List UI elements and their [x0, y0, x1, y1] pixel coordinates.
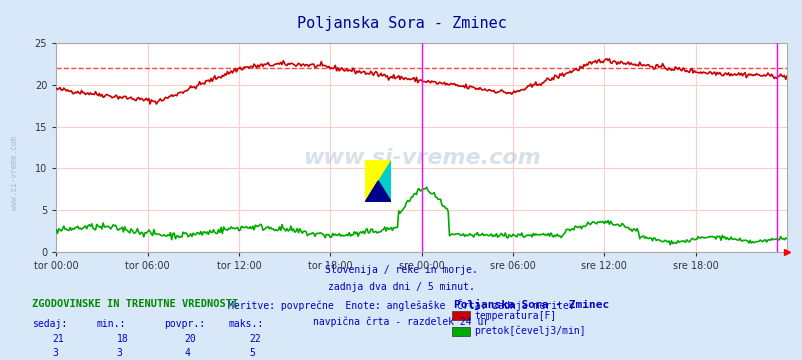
- Text: 20: 20: [184, 334, 196, 344]
- Text: povpr.:: povpr.:: [164, 319, 205, 329]
- Text: Poljanska Sora - Zminec: Poljanska Sora - Zminec: [296, 16, 506, 31]
- Bar: [452, 327, 469, 336]
- Text: Poljanska Sora - Zminec: Poljanska Sora - Zminec: [453, 299, 608, 310]
- Text: www.si-vreme.com: www.si-vreme.com: [10, 136, 19, 210]
- Text: sedaj:: sedaj:: [32, 319, 67, 329]
- Text: Slovenija / reke in morje.: Slovenija / reke in morje.: [325, 265, 477, 275]
- Text: ZGODOVINSKE IN TRENUTNE VREDNOSTI: ZGODOVINSKE IN TRENUTNE VREDNOSTI: [32, 299, 238, 309]
- Polygon shape: [365, 181, 391, 202]
- Text: 21: 21: [52, 334, 64, 344]
- Bar: [452, 311, 469, 320]
- Text: Meritve: povprečne  Enote: anglešaške  Črta: zadnja meritev: Meritve: povprečne Enote: anglešaške Črt…: [228, 299, 574, 311]
- Text: pretok[čevelj3/min]: pretok[čevelj3/min]: [474, 326, 585, 337]
- Text: 22: 22: [249, 334, 261, 344]
- Text: navpična črta - razdelek 24 ur: navpična črta - razdelek 24 ur: [313, 316, 489, 327]
- Text: min.:: min.:: [96, 319, 126, 329]
- Text: 4: 4: [184, 348, 190, 358]
- Text: 3: 3: [52, 348, 58, 358]
- Text: www.si-vreme.com: www.si-vreme.com: [302, 148, 540, 168]
- Text: 18: 18: [116, 334, 128, 344]
- Text: 5: 5: [249, 348, 254, 358]
- Text: maks.:: maks.:: [229, 319, 264, 329]
- Polygon shape: [365, 160, 391, 202]
- Text: 3: 3: [116, 348, 122, 358]
- Text: temperatura[F]: temperatura[F]: [474, 311, 556, 321]
- Polygon shape: [365, 160, 391, 202]
- Text: zadnja dva dni / 5 minut.: zadnja dva dni / 5 minut.: [328, 282, 474, 292]
